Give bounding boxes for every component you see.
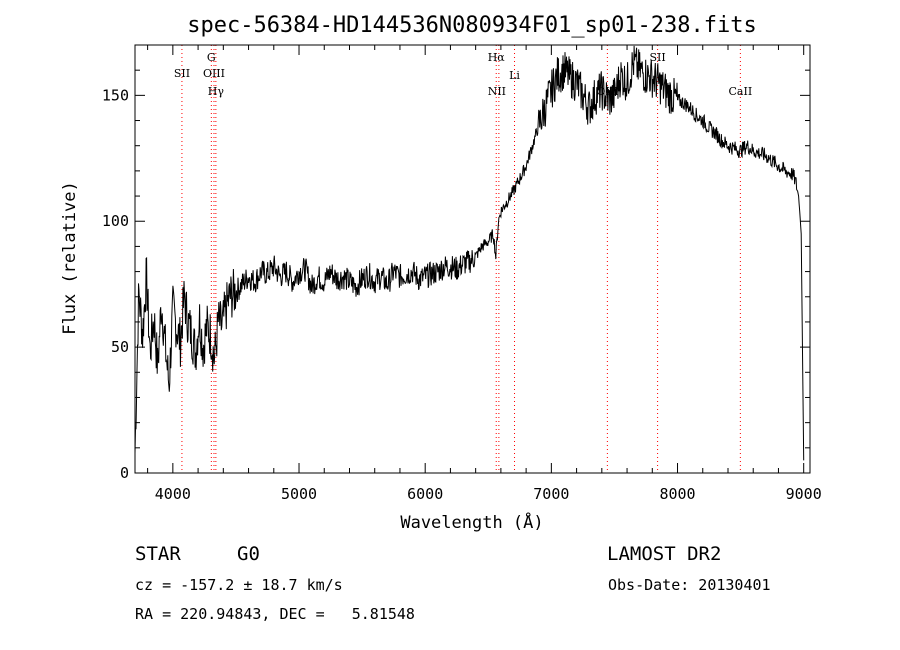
y-tick-label: 100: [102, 212, 129, 230]
x-tick-label: 6000: [407, 485, 443, 503]
y-axis-ticks: 0 50 100 150: [102, 69, 810, 482]
y-tick-label: 0: [120, 464, 129, 482]
spectral-line-label: CaII: [729, 85, 753, 98]
redshift-velocity: cz = -157.2 ± 18.7 km/s: [135, 576, 343, 594]
spectral-line-label: Li: [509, 69, 520, 82]
x-tick-label: 9000: [786, 485, 822, 503]
x-tick-label: 5000: [281, 485, 317, 503]
chart-title: spec-56384-HD144536N080934F01_sp01-238.f…: [187, 13, 757, 38]
spectral-line-label: SII: [649, 51, 665, 64]
observation-date: Obs-Date: 20130401: [608, 576, 771, 594]
x-tick-label: 7000: [533, 485, 569, 503]
spectral-line-label: OIII: [203, 67, 225, 80]
spectral-line-label: Hα: [488, 51, 506, 64]
spectral-line-label: NII: [488, 85, 506, 98]
x-axis-label: Wavelength (Å): [400, 511, 543, 533]
spectral-line-markers: [181, 45, 741, 473]
x-axis-ticks: 4000 5000 6000 7000 8000 9000: [147, 45, 822, 503]
plot-frame: [134, 44, 811, 474]
spectral-line-label: G: [207, 51, 216, 64]
y-tick-label: 50: [111, 338, 129, 356]
spectral-line-label: Hγ: [208, 85, 225, 98]
x-tick-label: 8000: [659, 485, 695, 503]
object-class: STAR: [135, 543, 181, 565]
spectral-subclass: G0: [237, 543, 260, 565]
spectrum-series-line: [134, 45, 805, 461]
y-tick-label: 150: [102, 86, 129, 104]
x-tick-label: 4000: [155, 485, 191, 503]
spectral-line-label: SII: [174, 67, 190, 80]
coordinates: RA = 220.94843, DEC = 5.81548: [135, 605, 415, 623]
y-axis-label: Flux (relative): [60, 181, 80, 335]
survey-name: LAMOST DR2: [607, 543, 722, 565]
